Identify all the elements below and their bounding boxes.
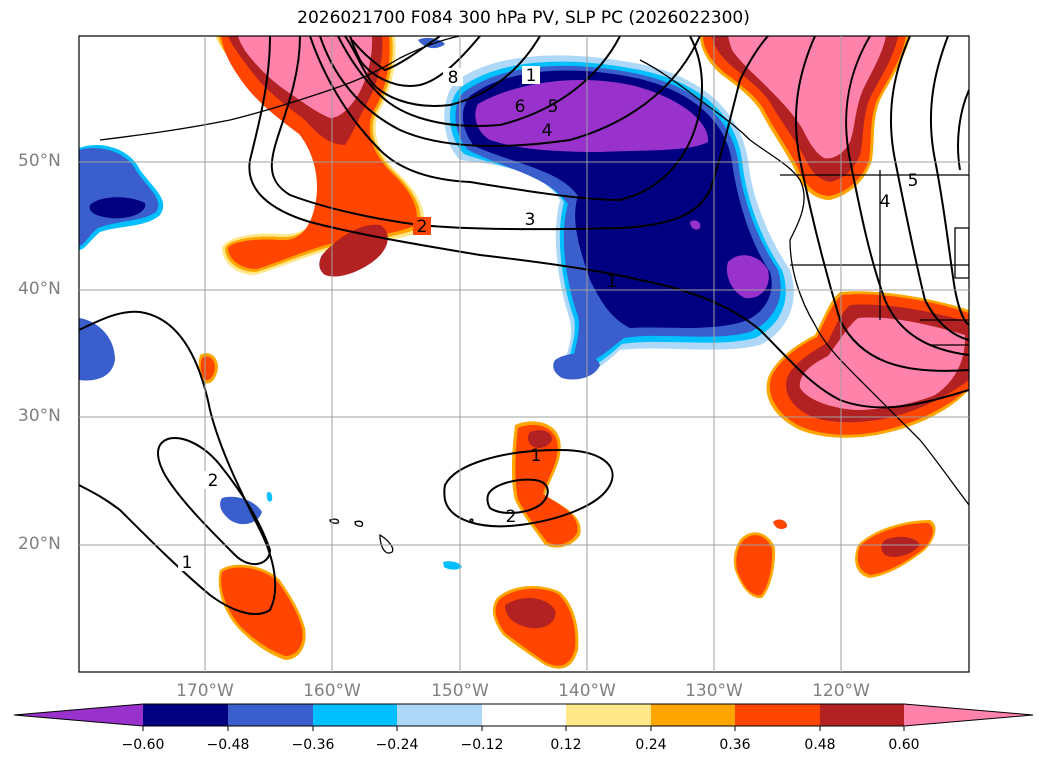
colorbar-segment [566, 704, 651, 726]
colorbar-tick-label: −0.48 [206, 737, 250, 753]
colorbar-segment [482, 704, 566, 726]
latitude-label: 40°N [18, 279, 61, 299]
colorbar-tick-label: 0.24 [635, 737, 667, 753]
contour-label: 3 [525, 210, 536, 230]
positive-pv-anomaly-northwest [215, 36, 424, 277]
slp-contours [79, 36, 969, 615]
contour-label: 4 [880, 192, 891, 212]
contour-label: 2 [417, 217, 428, 237]
longitude-label: 170°W [176, 681, 234, 701]
latitude-label: 30°N [18, 406, 61, 426]
contour-label: 6 [515, 97, 526, 117]
contour-label: 5 [908, 171, 919, 191]
contour-labels: 8 1 6 5 4 2 3 1 5 4 2 1 1 2 [178, 66, 918, 573]
colorbar-tick-label: −0.12 [460, 737, 504, 753]
contour-label: 1 [182, 553, 193, 573]
colorbar-segment [651, 704, 735, 726]
colorbar-tick-label: 0.48 [804, 737, 836, 753]
negative-pv-anomaly-west [79, 37, 462, 570]
colorbar-segment [14, 704, 143, 726]
colorbar-segment [735, 704, 820, 726]
contour-label: 2 [506, 507, 517, 527]
contour-label: 8 [448, 68, 459, 88]
map-panel [79, 36, 969, 669]
colorbar-tick-label: 0.12 [550, 737, 582, 753]
contour-label: 2 [208, 471, 219, 491]
map-frame [78, 35, 970, 673]
longitude-label: 130°W [685, 681, 743, 701]
longitude-label: 140°W [558, 681, 616, 701]
map-title: 2026021700 F084 300 hPa PV, SLP PC (2026… [297, 8, 750, 28]
contour-label: 1 [526, 66, 537, 86]
contour-label: 1 [531, 446, 542, 466]
colorbar-segment [143, 704, 228, 726]
latitude-label: 20°N [18, 534, 61, 554]
colorbar-segment [228, 704, 313, 726]
colorbar-segment [904, 704, 1033, 726]
colorbar-tick-label: −0.36 [291, 737, 335, 753]
colorbar-tick-label: −0.24 [375, 737, 419, 753]
colorbar-tick-label: 0.60 [888, 737, 920, 753]
longitude-label: 150°W [431, 681, 489, 701]
colorbar-segment [820, 704, 904, 726]
colorbar-segment [397, 704, 482, 726]
colorbar-tick-label: 0.36 [719, 737, 751, 753]
colorbar [13, 703, 1034, 731]
negative-pv-anomaly-large [444, 55, 794, 380]
positive-pv-anomaly-central [198, 353, 936, 669]
contour-label: 4 [542, 121, 553, 141]
contour-label: 1 [607, 272, 618, 292]
colorbar-segment [313, 704, 397, 726]
gridlines [79, 36, 969, 672]
latitude-label: 50°N [18, 151, 61, 171]
positive-pv-anomaly-california [766, 291, 969, 438]
longitude-label: 120°W [812, 681, 870, 701]
colorbar-tick-label: −0.60 [121, 737, 165, 753]
longitude-label: 160°W [303, 681, 361, 701]
contour-label: 5 [548, 97, 559, 117]
positive-pv-anomaly-northeast [700, 36, 910, 200]
